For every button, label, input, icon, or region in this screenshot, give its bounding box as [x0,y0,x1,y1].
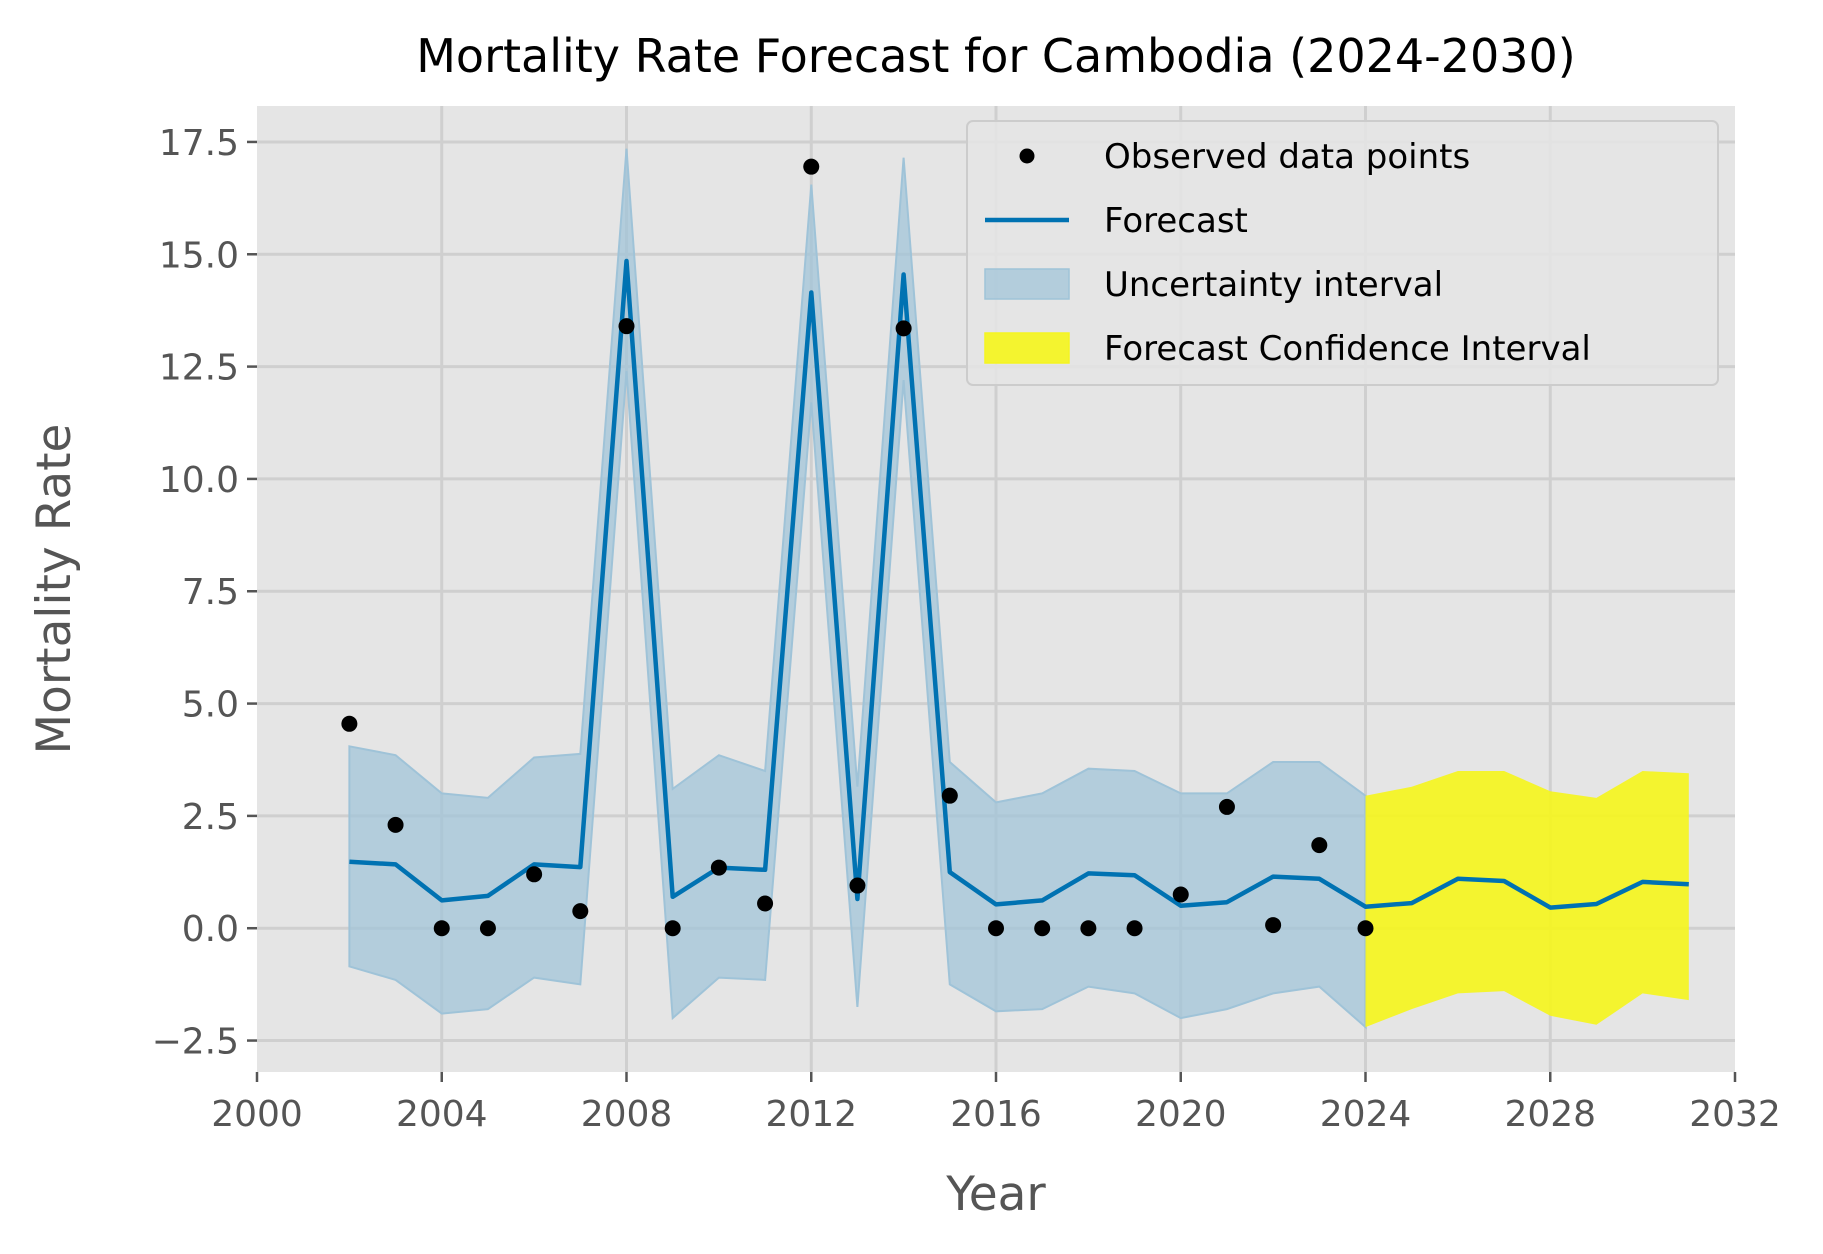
observed-point [710,859,727,876]
y-tick-label: −2.5 [152,1022,239,1063]
x-tick-label: 2028 [1504,1094,1596,1135]
x-tick-label: 2000 [211,1094,303,1135]
series-layer [341,148,1689,1030]
legend-frame [966,120,1719,386]
observed-point [572,903,589,920]
legend-label: Uncertainty interval [1104,265,1443,305]
y-tick-label: 7.5 [182,572,239,613]
observed-point [1126,920,1143,937]
chart-title: Mortality Rate Forecast for Cambodia (20… [416,29,1576,83]
y-tick-label: 0.0 [182,909,239,950]
observed-point [1034,920,1051,937]
legend-label: Forecast [1104,201,1248,241]
forecast-ci-band [1365,771,1689,1028]
legend-marker-observed [1019,148,1035,164]
legend-label: Observed data points [1104,137,1470,177]
observed-point [433,920,450,937]
forecast-line [349,258,1689,910]
x-tick-label: 2016 [950,1094,1042,1135]
observed-point [1265,917,1282,934]
y-tick-label: 2.5 [182,797,239,838]
observed-point [1080,920,1097,937]
y-tick-label: 5.0 [182,685,239,726]
x-tick-label: 2032 [1689,1094,1781,1135]
observed-point [941,787,958,804]
observed-point [757,895,774,912]
x-tick-label: 2008 [581,1094,673,1135]
observed-point [1357,920,1374,937]
observed-point [664,920,681,937]
observed-point [803,158,820,175]
observed-point [849,877,866,894]
x-tick-label: 2004 [396,1094,488,1135]
legend: Observed data points Forecast Uncertainty … [966,120,1719,386]
axes: 2000 2004 2008 2012 2016 2020 2024 2028 2032 −2.5… [152,123,1781,1135]
legend-marker-band [984,332,1070,364]
observed-point [1172,886,1189,903]
observed-point [479,920,496,937]
y-tick-label: 17.5 [159,123,239,164]
legend-marker-band [984,268,1070,300]
x-tick-label: 2024 [1320,1094,1412,1135]
observed-point [526,866,543,883]
observed-point [341,715,358,732]
observed-point [387,816,404,833]
observed-point [618,318,635,335]
observed-point [895,320,912,337]
y-tick-label: 15.0 [159,235,239,276]
legend-label: Forecast Confidence Interval [1104,329,1591,369]
x-axis-label: Year [945,1167,1046,1222]
y-tick-label: 12.5 [159,348,239,389]
y-axis-label: Mortality Rate [27,424,82,755]
observed-point [1218,798,1235,815]
observed-point [1311,837,1328,854]
x-tick-label: 2020 [1135,1094,1227,1135]
x-tick-label: 2012 [765,1094,857,1135]
y-tick-label: 10.0 [159,460,239,501]
observed-point [988,920,1004,937]
